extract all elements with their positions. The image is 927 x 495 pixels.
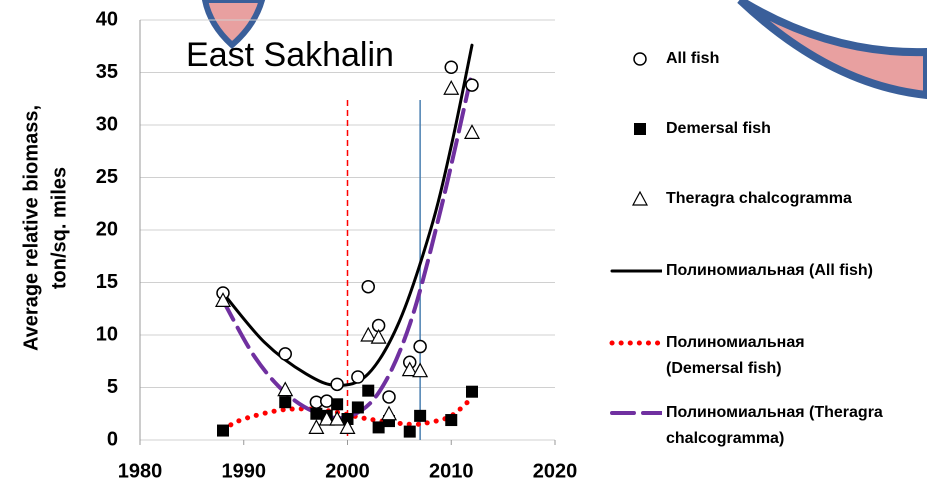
annotation: East Sakhalin: [186, 36, 394, 74]
point: [382, 407, 396, 420]
page: East Sakhalin Average relative biomass, …: [0, 0, 927, 495]
legend-item: Полиномиальная (Demersal fish): [608, 330, 881, 382]
x-tick-label: 1980: [118, 460, 163, 482]
legend-icon: [608, 116, 662, 142]
point: [279, 396, 291, 408]
point: [362, 281, 374, 293]
y-tick-label: 5: [107, 376, 118, 398]
legend-icon: [608, 46, 662, 72]
point: [466, 79, 478, 91]
point: [404, 426, 416, 438]
legend-icon: [608, 400, 662, 426]
x-tick-label: 2000: [325, 460, 370, 482]
y-tick-label: 30: [96, 113, 118, 135]
y-tick-label: 0: [107, 428, 118, 450]
legend-label: Полиномиальная (Theragra chalcogramma): [666, 400, 927, 452]
legend-item: Полиномиальная (Theragra chalcogramma): [608, 400, 927, 452]
point: [310, 408, 322, 420]
point: [352, 371, 364, 383]
point: [465, 125, 479, 138]
legend-label: All fish: [666, 46, 916, 72]
legend-label: Полиномиальная (All fish): [666, 258, 881, 284]
legend-item: Demersal fish: [608, 116, 916, 142]
point: [634, 123, 646, 135]
y-tick-label: 35: [96, 61, 118, 83]
point: [445, 61, 457, 73]
legend-item: All fish: [608, 46, 916, 72]
legend-label: Theragra chalcogramma: [666, 186, 916, 212]
point: [331, 398, 343, 410]
y-tick-label: 40: [96, 8, 118, 30]
point: [414, 341, 426, 353]
y-axis-label: Average relative biomass,: [20, 105, 42, 351]
x-tick-label: 2020: [533, 460, 578, 482]
point: [445, 414, 457, 426]
point: [414, 410, 426, 422]
point: [634, 53, 646, 65]
point: [466, 386, 478, 398]
legend-icon: [608, 186, 662, 212]
point: [372, 330, 386, 343]
point: [633, 192, 647, 205]
point: [331, 378, 343, 390]
y-tick-label: 15: [96, 271, 118, 293]
legend-item: Theragra chalcogramma: [608, 186, 916, 212]
x-tick-label: 2010: [429, 460, 474, 482]
y-axis-label: ton/sq. miles: [48, 167, 70, 289]
legend-label: Demersal fish: [666, 116, 916, 142]
point: [217, 425, 229, 437]
point: [383, 391, 395, 403]
point: [362, 385, 374, 397]
x-tick-label: 1990: [222, 460, 267, 482]
legend-icon: [608, 258, 662, 284]
y-tick-label: 25: [96, 166, 118, 188]
point: [279, 348, 291, 360]
point: [444, 81, 458, 94]
point: [373, 421, 385, 433]
point: [352, 401, 364, 413]
y-tick-label: 20: [96, 218, 118, 240]
legend-item: Полиномиальная (All fish): [608, 258, 881, 284]
legend-icon: [608, 330, 662, 356]
y-tick-label: 10: [96, 323, 118, 345]
legend-label: Полиномиальная (Demersal fish): [666, 330, 881, 382]
point: [321, 395, 333, 407]
